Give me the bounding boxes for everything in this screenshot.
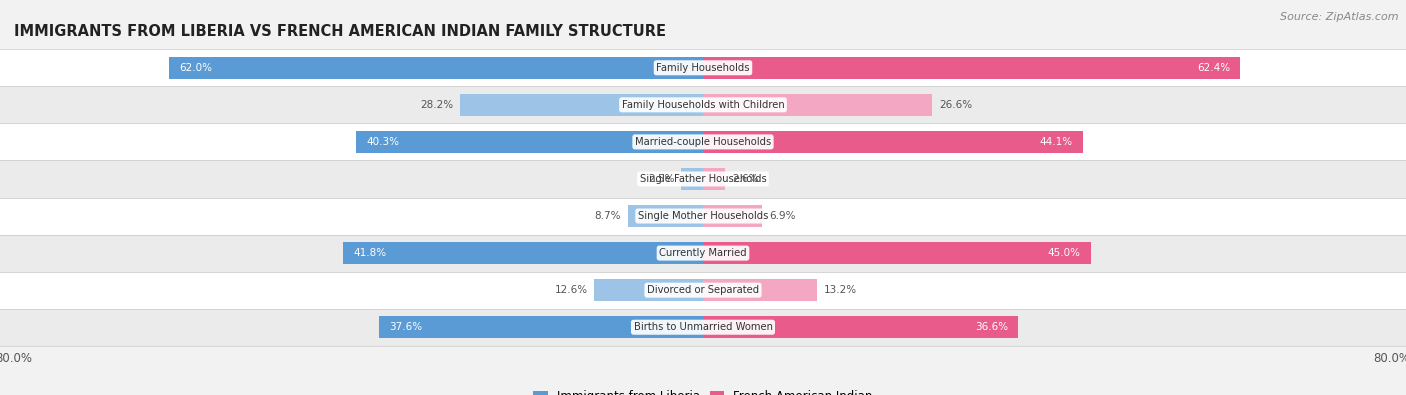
Bar	[595, 279, 703, 301]
Text: 2.5%: 2.5%	[648, 174, 675, 184]
Text: 40.3%: 40.3%	[367, 137, 399, 147]
Bar	[0, 123, 1406, 160]
Bar	[356, 131, 703, 153]
Text: Births to Unmarried Women: Births to Unmarried Women	[634, 322, 772, 332]
Text: 36.6%: 36.6%	[974, 322, 1008, 332]
Text: 26.6%: 26.6%	[939, 100, 972, 110]
Text: Currently Married: Currently Married	[659, 248, 747, 258]
Bar	[460, 94, 703, 116]
Text: 12.6%: 12.6%	[554, 285, 588, 295]
Bar	[169, 56, 703, 79]
Text: Family Households: Family Households	[657, 63, 749, 73]
Text: 8.7%: 8.7%	[595, 211, 621, 221]
Bar	[703, 205, 762, 227]
Text: Single Mother Households: Single Mother Households	[638, 211, 768, 221]
Bar	[380, 316, 703, 339]
Text: 62.0%: 62.0%	[180, 63, 212, 73]
Text: 2.6%: 2.6%	[733, 174, 759, 184]
Text: Source: ZipAtlas.com: Source: ZipAtlas.com	[1281, 12, 1399, 22]
Bar	[0, 160, 1406, 198]
Text: 44.1%: 44.1%	[1039, 137, 1073, 147]
Bar	[0, 87, 1406, 123]
Bar	[0, 272, 1406, 308]
Bar	[703, 242, 1091, 264]
Text: 28.2%: 28.2%	[420, 100, 453, 110]
Text: Married-couple Households: Married-couple Households	[636, 137, 770, 147]
Bar	[703, 56, 1240, 79]
Bar	[703, 316, 1018, 339]
Text: 6.9%: 6.9%	[769, 211, 796, 221]
Text: IMMIGRANTS FROM LIBERIA VS FRENCH AMERICAN INDIAN FAMILY STRUCTURE: IMMIGRANTS FROM LIBERIA VS FRENCH AMERIC…	[14, 24, 666, 39]
Text: Family Households with Children: Family Households with Children	[621, 100, 785, 110]
Bar	[0, 235, 1406, 272]
Text: 62.4%: 62.4%	[1197, 63, 1230, 73]
Bar	[343, 242, 703, 264]
Bar	[0, 49, 1406, 87]
Bar	[682, 168, 703, 190]
Text: Divorced or Separated: Divorced or Separated	[647, 285, 759, 295]
Bar	[703, 94, 932, 116]
Bar	[628, 205, 703, 227]
Bar	[0, 308, 1406, 346]
Bar	[703, 168, 725, 190]
Text: 41.8%: 41.8%	[353, 248, 387, 258]
Text: Single Father Households: Single Father Households	[640, 174, 766, 184]
Bar	[703, 279, 817, 301]
Bar	[0, 198, 1406, 235]
Bar	[703, 131, 1083, 153]
Text: 37.6%: 37.6%	[389, 322, 423, 332]
Text: 45.0%: 45.0%	[1047, 248, 1080, 258]
Legend: Immigrants from Liberia, French American Indian: Immigrants from Liberia, French American…	[529, 385, 877, 395]
Text: 13.2%: 13.2%	[824, 285, 856, 295]
